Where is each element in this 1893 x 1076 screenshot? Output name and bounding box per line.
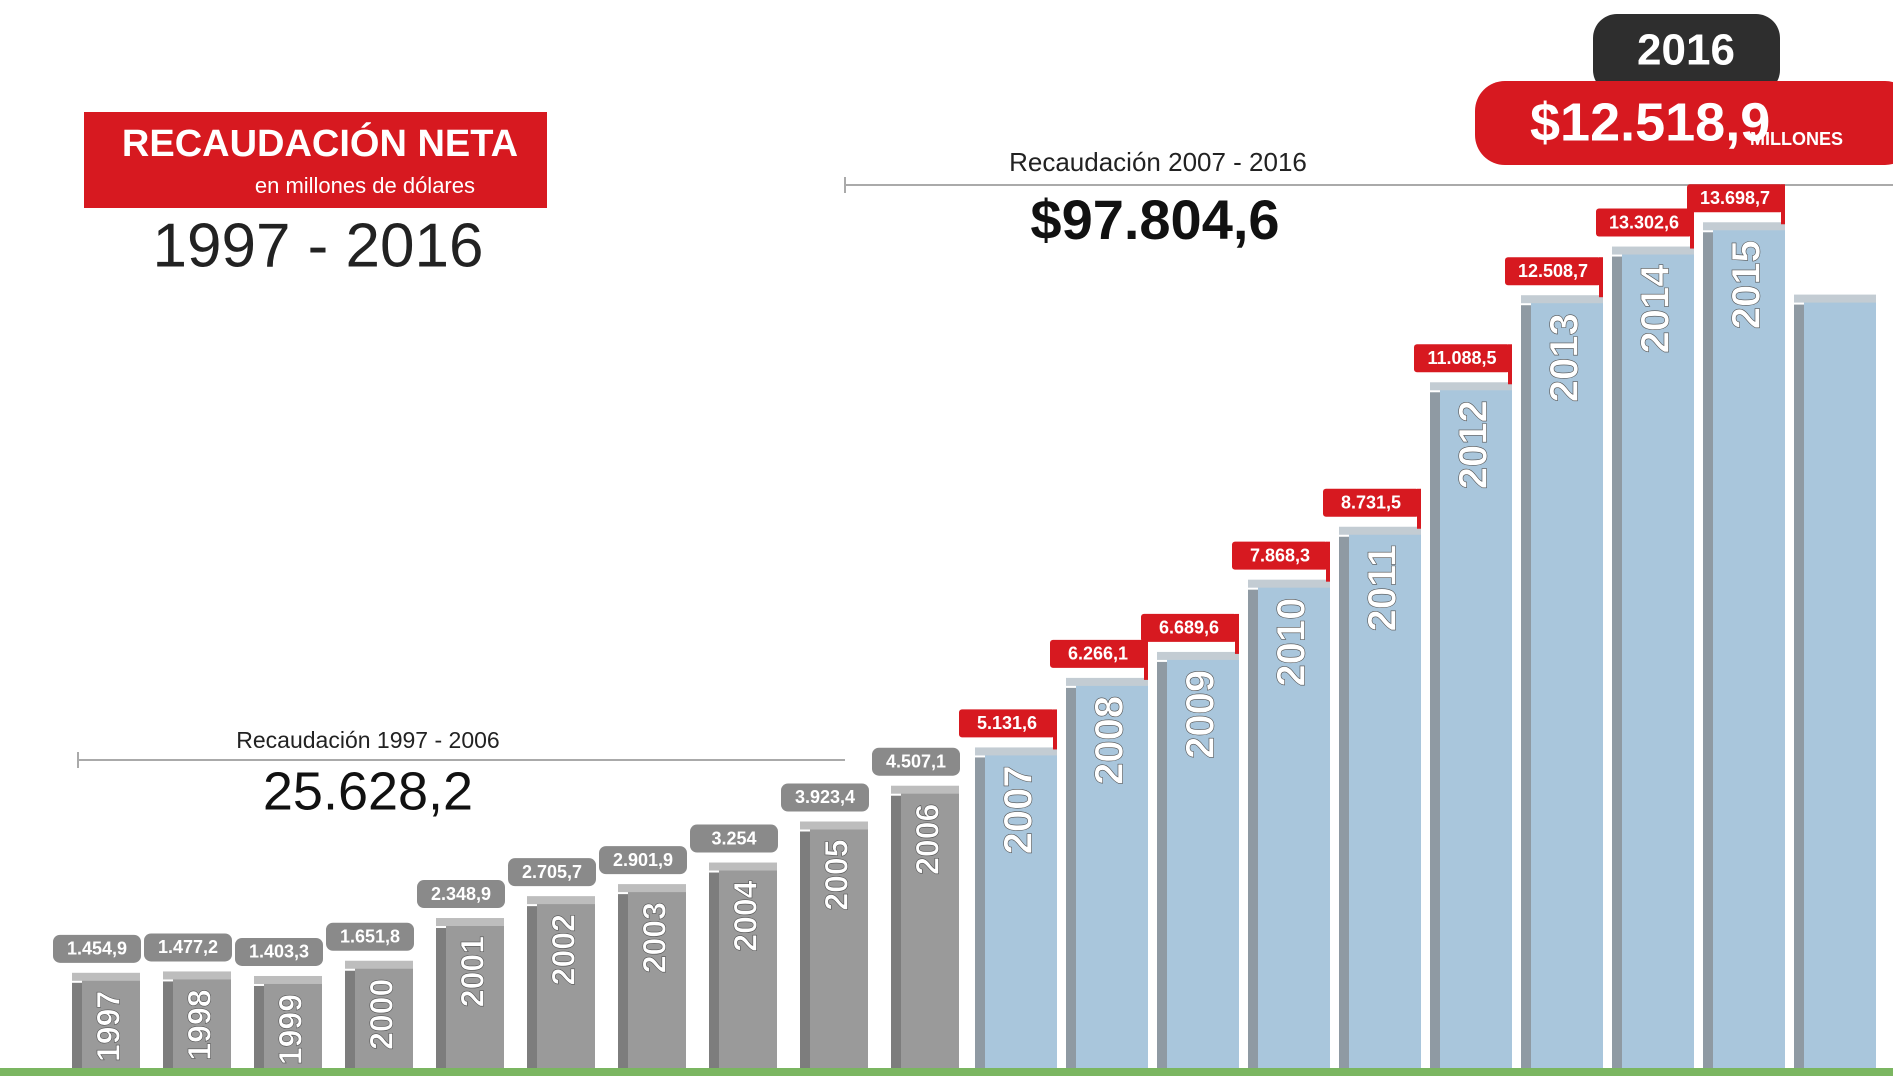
bar-cap bbox=[1703, 222, 1785, 230]
value-label: 4.507,1 bbox=[886, 751, 946, 771]
bar-year: 2002 bbox=[545, 914, 581, 985]
bar-year: 2005 bbox=[818, 839, 854, 910]
value-label: $12.518,9 bbox=[1530, 92, 1770, 152]
bar-cap bbox=[1157, 652, 1239, 660]
bar-cap bbox=[345, 961, 413, 969]
bar-cap bbox=[1248, 580, 1330, 588]
value-label: 13.698,7 bbox=[1700, 188, 1770, 208]
value-label: 1.454,9 bbox=[67, 939, 127, 959]
bar-side bbox=[1612, 257, 1622, 1068]
bar-side bbox=[1066, 688, 1076, 1068]
annotation-value: 25.628,2 bbox=[263, 761, 473, 821]
value-label: 11.088,5 bbox=[1427, 348, 1496, 368]
bar-side bbox=[436, 928, 446, 1068]
bar bbox=[1622, 253, 1694, 1068]
bar-cap bbox=[800, 821, 868, 829]
bar-cap bbox=[1521, 295, 1603, 303]
bar-year: 2004 bbox=[727, 880, 763, 951]
bar-side bbox=[1248, 590, 1258, 1068]
value-label: 5.131,6 bbox=[977, 713, 1037, 733]
bar-side bbox=[72, 983, 82, 1068]
bar-cap bbox=[891, 786, 959, 794]
bar-side bbox=[891, 796, 901, 1068]
value-label: 2.705,7 bbox=[522, 862, 582, 882]
bar-side bbox=[1430, 392, 1440, 1068]
bar-year: 2003 bbox=[636, 902, 672, 973]
bar-cap bbox=[1339, 527, 1421, 535]
bar-side bbox=[1794, 305, 1804, 1068]
annotation-text: Recaudación 1997 - 2006 bbox=[236, 727, 499, 753]
unit-label: MILLONES bbox=[1750, 129, 1843, 149]
value-label: 2.901,9 bbox=[613, 850, 673, 870]
bar-year: 2008 bbox=[1088, 696, 1132, 785]
value-label: 3.254 bbox=[711, 828, 756, 848]
annotation-value: $97.804,6 bbox=[1030, 188, 1279, 251]
bar-side bbox=[1157, 662, 1167, 1068]
bar-year: 2001 bbox=[454, 936, 490, 1007]
bar-year: 2007 bbox=[997, 765, 1041, 854]
bar-side bbox=[709, 873, 719, 1068]
bar-year: 2012 bbox=[1452, 400, 1496, 489]
bar bbox=[1713, 228, 1785, 1068]
bar-cap bbox=[527, 896, 595, 904]
bar bbox=[1531, 301, 1603, 1068]
chart-subtitle: en millones de dólares bbox=[255, 173, 475, 198]
bar-side bbox=[618, 894, 628, 1068]
bar-cap bbox=[1066, 678, 1148, 686]
bar-year: 2011 bbox=[1361, 545, 1405, 632]
bar-cap bbox=[163, 971, 231, 979]
period: 1997 - 2016 bbox=[153, 211, 484, 280]
bar-side bbox=[800, 831, 810, 1068]
bar-cap bbox=[618, 884, 686, 892]
bar-side bbox=[254, 986, 264, 1068]
value-label: 7.868,3 bbox=[1250, 545, 1310, 565]
badge-year: 2016 bbox=[1637, 26, 1735, 75]
chart-title: RECAUDACIÓN NETA bbox=[122, 121, 518, 165]
bar-side bbox=[163, 981, 173, 1068]
bar bbox=[1804, 301, 1876, 1068]
value-label: 6.266,1 bbox=[1068, 644, 1128, 664]
value-label: 2.348,9 bbox=[431, 884, 491, 904]
value-label: 8.731,5 bbox=[1341, 493, 1401, 513]
bar-year: 2006 bbox=[909, 804, 945, 875]
ground bbox=[0, 1068, 1893, 1076]
bar-year: 1997 bbox=[90, 991, 126, 1062]
bar-side bbox=[527, 906, 537, 1068]
bar-side bbox=[975, 757, 985, 1068]
bar-year: 2010 bbox=[1270, 598, 1314, 687]
bar-cap bbox=[975, 747, 1057, 755]
bar-cap bbox=[1794, 295, 1876, 303]
bar-cap bbox=[436, 918, 504, 926]
bar-year: 1999 bbox=[272, 994, 308, 1065]
bar-year: 2014 bbox=[1634, 264, 1678, 354]
value-label: 1.651,8 bbox=[340, 926, 400, 946]
value-label: 3.923,4 bbox=[795, 787, 855, 807]
bar-side bbox=[345, 971, 355, 1068]
bar-year: 2015 bbox=[1725, 240, 1769, 329]
bar-year: 2000 bbox=[363, 979, 399, 1050]
bar-cap bbox=[1430, 382, 1512, 390]
bar-cap bbox=[1612, 247, 1694, 255]
value-label: 13.302,6 bbox=[1609, 212, 1679, 232]
bar-cap bbox=[72, 973, 140, 981]
bar-year: 2009 bbox=[1179, 670, 1223, 759]
bar-side bbox=[1521, 305, 1531, 1068]
bar-side bbox=[1703, 232, 1713, 1068]
value-label: 1.477,2 bbox=[158, 937, 218, 957]
value-label: 12.508,7 bbox=[1518, 261, 1588, 281]
bar-cap bbox=[709, 863, 777, 871]
bar-year: 2013 bbox=[1543, 313, 1587, 402]
bar-year: 1998 bbox=[181, 989, 217, 1060]
annotation-text: Recaudación 2007 - 2016 bbox=[1009, 147, 1307, 177]
value-label: 6.689,6 bbox=[1159, 618, 1219, 638]
infographic: RECAUDACIÓN NETA en millones de dólares … bbox=[0, 0, 1893, 1076]
bar-cap bbox=[254, 976, 322, 984]
bar-side bbox=[1339, 537, 1349, 1068]
value-label: 1.403,3 bbox=[249, 942, 309, 962]
